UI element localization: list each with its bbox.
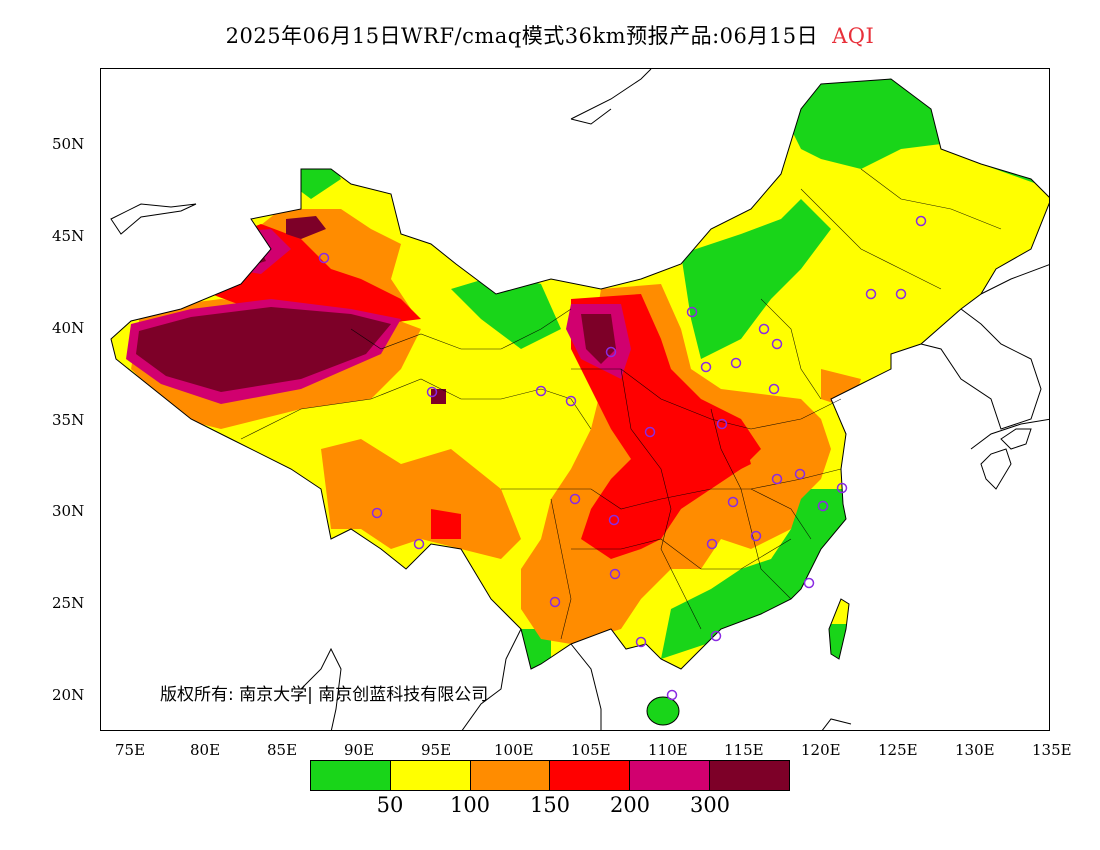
legend-label: 100: [449, 793, 491, 817]
lon-tick-label: 85E: [267, 741, 298, 759]
station-marker: [605, 346, 617, 358]
aqi-map: [110, 69, 1049, 730]
station-marker: [771, 338, 783, 350]
chart-title: 2025年06月15日WRF/cmaq模式36km预报产品:06月15日 AQI: [0, 20, 1100, 50]
province-borders: [240, 168, 1002, 640]
lat-tick-label: 25N: [52, 594, 85, 612]
copyright-text: 版权所有: 南京大学| 南京创蓝科技有限公司: [160, 685, 489, 705]
station-marker: [758, 323, 770, 335]
lat-tick-label: 40N: [52, 319, 85, 337]
station-marker: [836, 482, 848, 494]
station-marker: [716, 418, 728, 430]
lon-tick-label: 100E: [494, 741, 534, 759]
station-marker: [768, 383, 780, 395]
legend-swatch-moderate: [390, 761, 471, 790]
station-marker: [895, 288, 907, 300]
station-marker: [865, 288, 877, 300]
station-marker: [915, 215, 927, 227]
taiwan-field: [829, 599, 849, 659]
lat-tick-label: 30N: [52, 502, 85, 520]
station-marker: [686, 306, 698, 318]
station-marker: [710, 630, 722, 642]
lat-tick-label: 35N: [52, 411, 85, 429]
lon-tick-label: 135E: [1032, 741, 1072, 759]
legend-swatch-hazardous: [710, 761, 789, 790]
title-text: 2025年06月15日WRF/cmaq模式36km预报产品:06月15日: [225, 24, 819, 48]
station-marker: [426, 386, 438, 398]
map-frame[interactable]: [100, 68, 1050, 731]
station-marker: [727, 496, 739, 508]
station-marker: [771, 473, 783, 485]
station-marker: [371, 507, 383, 519]
lon-tick-label: 90E: [344, 741, 375, 759]
legend-label: 50: [376, 793, 404, 817]
station-marker: [817, 500, 829, 512]
lon-tick-label: 125E: [878, 741, 918, 759]
title-highlight: AQI: [832, 24, 875, 48]
lon-tick-label: 105E: [571, 741, 611, 759]
station-marker: [700, 361, 712, 373]
country-borders: [110, 69, 1049, 730]
lat-tick-label: 45N: [52, 227, 85, 245]
station-marker: [549, 596, 561, 608]
legend-label: 200: [609, 793, 651, 817]
station-marker: [413, 538, 425, 550]
lon-tick-label: 115E: [724, 741, 764, 759]
lon-tick-label: 130E: [955, 741, 995, 759]
hainan-field: [647, 697, 679, 725]
station-marker: [803, 577, 815, 589]
station-marker: [644, 426, 656, 438]
legend-label: 300: [689, 793, 731, 817]
station-marker: [794, 468, 806, 480]
lat-tick-label: 20N: [52, 686, 85, 704]
lon-tick-label: 80E: [190, 741, 221, 759]
station-marker: [565, 395, 577, 407]
legend-label: 150: [529, 793, 571, 817]
station-marker: [635, 636, 647, 648]
color-legend: [310, 760, 790, 791]
station-marker: [730, 357, 742, 369]
lon-tick-label: 75E: [115, 741, 146, 759]
station-marker: [608, 514, 620, 526]
station-marker: [318, 252, 330, 264]
legend-swatch-good: [311, 761, 391, 790]
station-marker: [535, 385, 547, 397]
legend-swatch-very-unhealthy: [630, 761, 711, 790]
station-marker: [666, 689, 678, 701]
lon-tick-label: 120E: [801, 741, 841, 759]
station-marker: [569, 493, 581, 505]
lon-tick-label: 110E: [648, 741, 688, 759]
city-stations: [318, 215, 927, 701]
station-marker: [750, 530, 762, 542]
legend-swatch-usg: [470, 761, 551, 790]
lat-tick-label: 50N: [52, 135, 85, 153]
station-marker: [609, 568, 621, 580]
legend-swatch-unhealthy: [550, 761, 631, 790]
station-marker: [706, 538, 718, 550]
lon-tick-label: 95E: [421, 741, 452, 759]
